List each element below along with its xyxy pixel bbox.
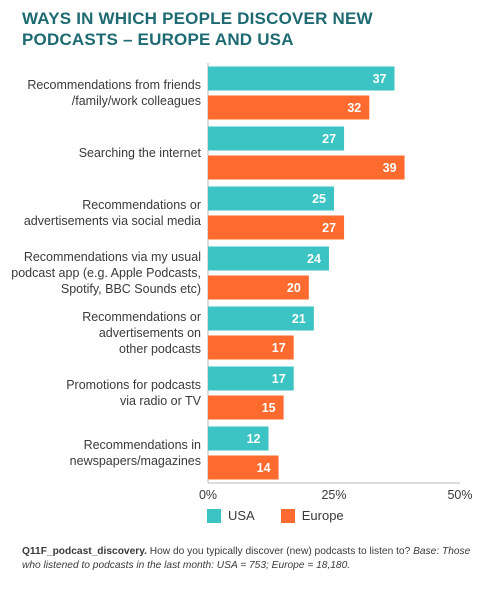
bar-usa <box>208 426 269 451</box>
bar-chart: Recommendations from friends/family/work… <box>11 63 473 502</box>
bar-usa <box>208 126 345 151</box>
bar-europe <box>208 95 370 120</box>
data-label-europe: 17 <box>272 341 286 355</box>
bar-europe <box>208 215 345 240</box>
x-tick-label: 25% <box>321 488 346 502</box>
data-label-europe: 39 <box>383 161 397 175</box>
footnote-id: Q11F_podcast_discovery. <box>22 546 147 557</box>
category-label: Promotions for podcasts <box>66 378 201 392</box>
data-label-usa: 24 <box>307 252 321 266</box>
bar-europe <box>208 395 284 420</box>
bar-europe <box>208 335 294 360</box>
legend: USA Europe <box>207 508 370 523</box>
data-label-usa: 17 <box>272 372 286 386</box>
category-label: advertisements on <box>99 326 201 340</box>
legend-item-usa: USA <box>207 508 255 523</box>
x-tick-label: 50% <box>447 488 472 502</box>
category-label: Spotify, BBC Sounds etc) <box>61 282 201 296</box>
legend-swatch-usa <box>207 508 221 523</box>
legend-label-usa: USA <box>228 508 255 523</box>
category-label: Recommendations or <box>82 310 201 324</box>
footnote: Q11F_podcast_discovery. How do you typic… <box>22 545 472 573</box>
legend-swatch-europe <box>280 508 295 523</box>
data-label-usa: 21 <box>292 312 306 326</box>
category-label: Recommendations in <box>84 438 201 452</box>
data-label-europe: 15 <box>262 401 276 415</box>
data-label-usa: 12 <box>247 432 261 446</box>
data-label-europe: 27 <box>322 221 336 235</box>
category-label: Recommendations from friends <box>27 78 201 92</box>
data-label-europe: 14 <box>257 461 271 475</box>
category-label: other podcasts <box>119 342 201 356</box>
bar-usa <box>208 186 334 211</box>
data-label-europe: 20 <box>287 281 301 295</box>
bar-usa <box>208 306 314 331</box>
category-label: /family/work colleagues <box>72 94 201 108</box>
x-tick-label: 0% <box>199 488 217 502</box>
category-label: advertisements via social media <box>24 214 201 228</box>
category-label: Recommendations via my usual <box>24 250 201 264</box>
category-label: podcast app (e.g. Apple Podcasts, <box>11 266 201 280</box>
category-label: via radio or TV <box>120 394 202 408</box>
bar-europe <box>208 155 405 180</box>
footnote-question: How do you typically discover (new) podc… <box>146 546 414 557</box>
chart-title: WAYS IN WHICH PEOPLE DISCOVER NEW PODCAS… <box>22 9 373 49</box>
bar-usa <box>208 66 395 91</box>
category-label: Searching the internet <box>79 146 202 160</box>
data-label-usa: 25 <box>312 192 326 206</box>
category-label: Recommendations or <box>82 198 201 212</box>
legend-item-europe: Europe <box>280 508 344 523</box>
data-label-europe: 32 <box>347 101 361 115</box>
bar-europe <box>208 455 279 480</box>
data-label-usa: 37 <box>373 72 387 86</box>
category-label: newspapers/magazines <box>70 454 201 468</box>
legend-label-europe: Europe <box>301 508 344 523</box>
bar-europe <box>208 275 309 300</box>
footnote-base: Base: Those who listened to podcasts in … <box>22 546 471 571</box>
bar-usa <box>208 366 294 391</box>
bar-usa <box>208 246 329 271</box>
data-label-usa: 27 <box>322 132 336 146</box>
